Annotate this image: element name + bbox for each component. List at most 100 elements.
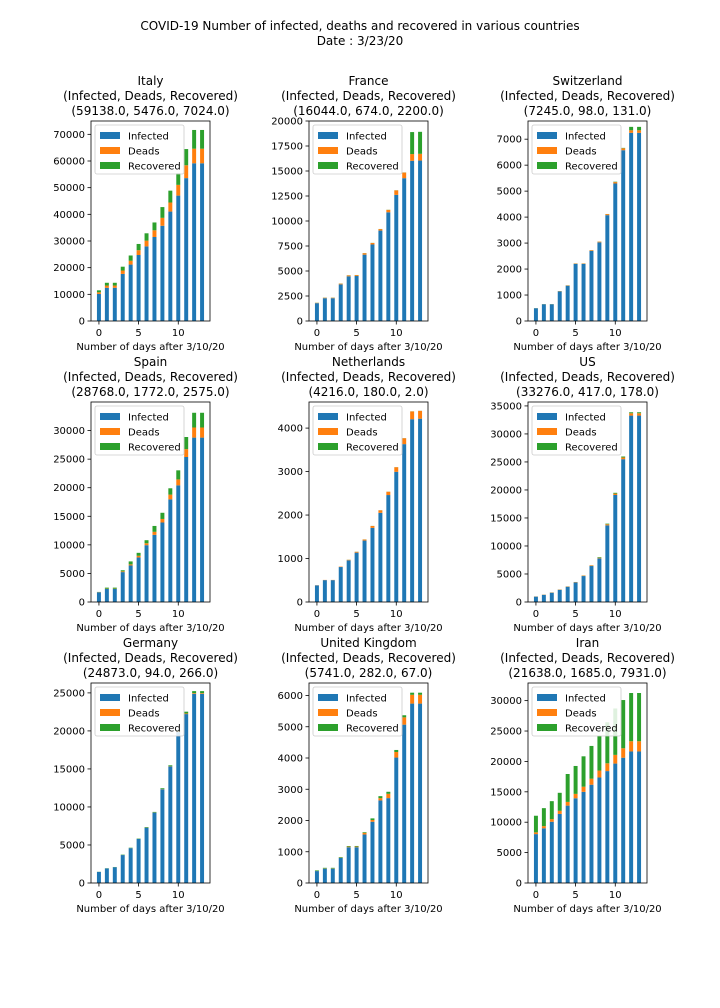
chart-totals: (7245.0, 98.0, 131.0): [524, 104, 652, 118]
bar-infected: [184, 178, 189, 321]
bar-deaths: [402, 172, 407, 179]
bar-recovered: [565, 774, 570, 802]
bar-recovered: [418, 692, 423, 695]
y-tick-label: 5000: [60, 840, 85, 851]
bar-deaths: [418, 153, 423, 161]
bar-deaths: [184, 713, 189, 715]
bar-infected: [386, 798, 391, 883]
bar-infected: [541, 828, 546, 883]
y-tick-label: 0: [516, 598, 522, 609]
bar-deaths: [402, 717, 407, 725]
bar-recovered: [541, 808, 546, 827]
bar-recovered: [136, 243, 141, 251]
x-tick-label: 0: [314, 890, 320, 901]
bar-recovered: [192, 412, 197, 428]
bar-recovered: [152, 222, 157, 231]
chart-title: France: [349, 74, 389, 88]
y-tick-label: 0: [79, 598, 85, 609]
bar-infected: [402, 178, 407, 321]
bar-deaths: [386, 491, 391, 496]
bar-deaths: [378, 229, 383, 231]
y-tick-label: 1000: [497, 291, 522, 302]
legend-label-infected: Infected: [346, 413, 387, 424]
bar-infected: [410, 703, 415, 883]
x-tick-label: 5: [135, 890, 141, 901]
bar-deaths: [362, 539, 367, 541]
x-tick-label: 10: [609, 609, 622, 620]
bar-deaths: [362, 253, 367, 255]
bar-recovered: [160, 512, 165, 519]
bar-infected: [144, 246, 149, 321]
x-tick-label: 5: [572, 609, 578, 620]
bar-infected: [160, 789, 165, 883]
bar-infected: [621, 757, 626, 883]
y-tick-label: 30000: [490, 696, 522, 707]
bar-infected: [613, 183, 618, 321]
plot-frame: [90, 120, 211, 322]
legend-label-infected: Infected: [565, 694, 606, 705]
chart-subtitle: (Infected, Deads, Recovered): [281, 89, 456, 103]
bar-infected: [533, 834, 538, 883]
bar-infected: [410, 160, 415, 321]
legend-swatch-deaths: [537, 428, 557, 435]
bar-infected: [96, 293, 101, 321]
bar-recovered: [200, 129, 205, 149]
y-tick-label: 60000: [53, 157, 85, 168]
bar-deaths: [565, 801, 570, 806]
legend-swatch-recovered: [100, 443, 120, 450]
bar-deaths: [410, 694, 415, 704]
bar-deaths: [192, 148, 197, 164]
bar-deaths: [370, 243, 375, 245]
bar-infected: [541, 304, 546, 321]
x-tick-label: 5: [572, 328, 578, 339]
bar-recovered: [322, 867, 327, 869]
y-tick-label: 5000: [497, 848, 522, 859]
bar-recovered: [621, 700, 626, 749]
bar-deaths: [621, 748, 626, 758]
bar-deaths: [605, 524, 610, 526]
legend-label-deaths: Deads: [565, 428, 597, 439]
bar-recovered: [370, 818, 375, 820]
y-tick-label: 0: [516, 317, 522, 328]
y-tick-label: 15000: [490, 787, 522, 798]
chart-title: Switzerland: [553, 74, 623, 88]
y-tick-label: 25000: [53, 688, 85, 699]
bar-infected: [621, 150, 626, 321]
bar-infected: [418, 703, 423, 883]
bar-deaths: [120, 270, 125, 274]
bar-infected: [613, 763, 618, 883]
bar-recovered: [314, 870, 319, 871]
y-tick-label: 0: [79, 317, 85, 328]
chart-subtitle: (Infected, Deads, Recovered): [500, 651, 675, 665]
bar-infected: [605, 525, 610, 602]
bar-recovered: [184, 437, 189, 450]
legend-label-infected: Infected: [346, 694, 387, 705]
bar-recovered: [605, 722, 610, 764]
x-tick-label: 10: [172, 890, 185, 901]
bar-recovered: [533, 815, 538, 833]
bar-deaths: [354, 275, 359, 277]
legend-swatch-deaths: [100, 709, 120, 716]
y-tick-label: 35000: [490, 401, 522, 412]
bar-infected: [152, 534, 157, 602]
bar-infected: [629, 751, 634, 883]
plot-frame: [527, 401, 648, 603]
bar-infected: [168, 211, 173, 321]
legend-label-infected: Infected: [565, 413, 606, 424]
y-tick-label: 2000: [278, 511, 303, 522]
chart-us: US(Infected, Deads, Recovered)(33276.0, …: [490, 355, 675, 634]
legend-label-deaths: Deads: [346, 709, 378, 720]
bar-deaths: [418, 410, 423, 419]
bar-deaths: [200, 427, 205, 438]
y-tick-label: 20000: [490, 485, 522, 496]
x-axis-label: Number of days after 3/10/20: [513, 623, 661, 634]
bar-recovered: [410, 692, 415, 695]
legend-label-infected: Infected: [128, 132, 169, 143]
y-tick-label: 15000: [53, 764, 85, 775]
bar-infected: [549, 592, 554, 602]
bar-infected: [589, 784, 594, 883]
bar-recovered: [394, 749, 399, 752]
bar-deaths: [338, 283, 343, 285]
legend: Infected Deads Recovered: [312, 124, 403, 175]
y-tick-label: 1000: [278, 847, 303, 858]
